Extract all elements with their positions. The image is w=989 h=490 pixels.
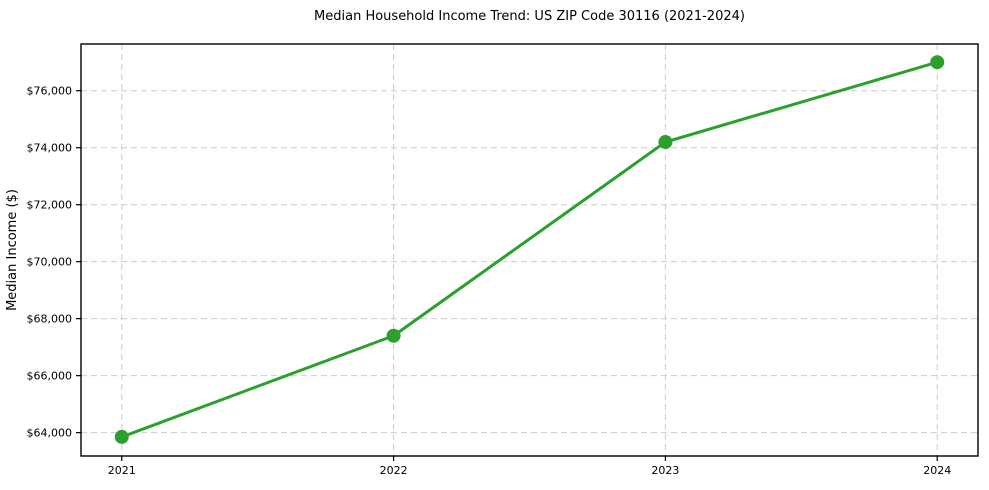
plot-generated-layer: $64,000 $66,000 $68,000 $70,000 $72,000 $74,0… — [27, 43, 979, 477]
y-tick-label: $72,000 — [27, 199, 73, 212]
data-point-2021 — [114, 429, 129, 444]
y-tick-label: $74,000 — [27, 142, 73, 155]
y-tick-label: $76,000 — [27, 85, 73, 98]
y-tick-label: $70,000 — [27, 256, 73, 269]
chart-title: Median Household Income Trend: US ZIP Co… — [314, 9, 745, 24]
y-tick-label: $66,000 — [27, 370, 73, 383]
income-trend-line — [120, 60, 939, 439]
y-tick-label: $68,000 — [27, 313, 73, 326]
plot-border — [80, 43, 979, 457]
x-tick-label: 2022 — [380, 464, 408, 477]
y-axis-title: Median Income ($) — [5, 189, 20, 311]
data-point-2022 — [386, 328, 401, 343]
data-point-2024 — [930, 55, 945, 70]
x-tick-label: 2024 — [923, 464, 951, 477]
x-tick-label: 2023 — [651, 464, 679, 477]
data-point-2023 — [658, 135, 673, 150]
x-tick-label: 2021 — [108, 464, 136, 477]
y-tick-label: $64,000 — [27, 427, 73, 440]
